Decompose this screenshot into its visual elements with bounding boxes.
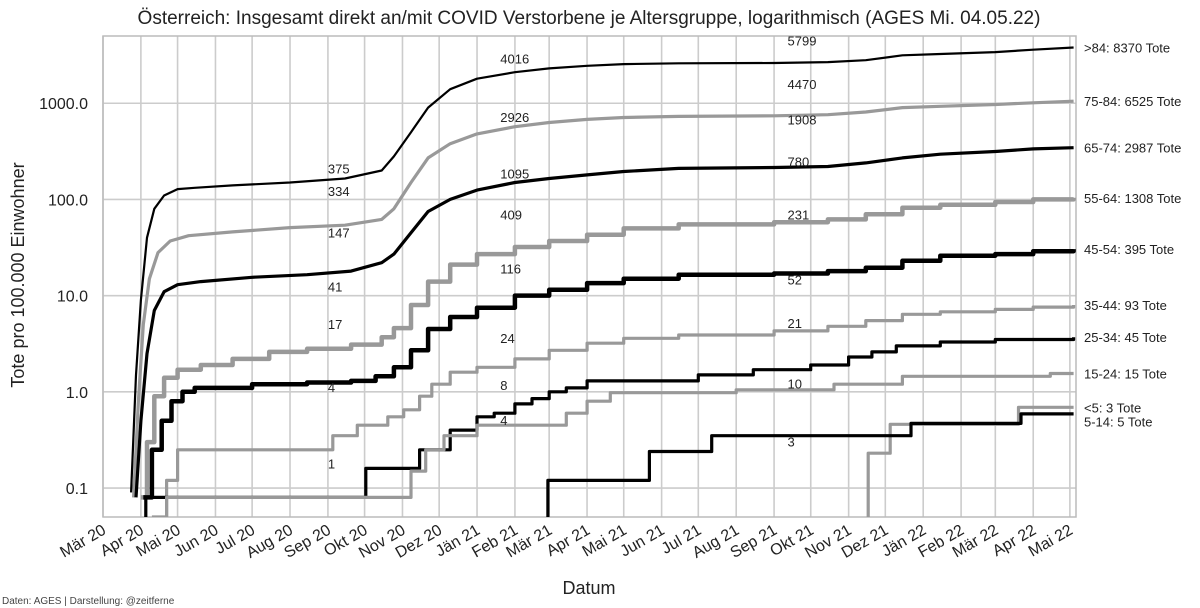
series-layer <box>130 46 1076 517</box>
y-tick-label: 10.0 <box>57 289 88 306</box>
series-end-label: 75-84: 6525 Tote <box>1084 94 1181 109</box>
y-tick-label: 0.1 <box>66 481 88 498</box>
series-line <box>866 405 1074 517</box>
series-line <box>130 46 1074 493</box>
data-label: 8 <box>500 378 507 393</box>
data-label: 375 <box>328 162 350 177</box>
series-line <box>144 337 1076 517</box>
plot-frame <box>102 35 1077 518</box>
series-end-label: 65-74: 2987 Tote <box>1084 141 1181 156</box>
data-label: 4 <box>328 380 335 395</box>
chart-title: Österreich: Insgesamt direkt an/mit COVI… <box>138 8 1041 29</box>
series-line <box>151 305 1076 517</box>
data-label: 334 <box>328 184 350 199</box>
x-axis-label: Datum <box>562 578 615 598</box>
data-label: 4470 <box>788 77 817 92</box>
series-line <box>546 412 1074 517</box>
data-label: 10 <box>788 377 802 392</box>
data-label: 1095 <box>500 167 529 182</box>
series-end-label: 35-44: 93 Tote <box>1084 298 1167 313</box>
series-end-label: <5: 3 Tote <box>1084 400 1141 415</box>
data-label: 4016 <box>500 51 529 66</box>
series-end-label: >84: 8370 Tote <box>1084 40 1170 55</box>
data-label: 3 <box>788 435 795 450</box>
data-label: 147 <box>328 226 350 241</box>
data-label: 780 <box>788 154 810 169</box>
data-label: 2926 <box>500 110 529 125</box>
y-tick-label: 100.0 <box>48 192 88 209</box>
y-tick-label: 1000.0 <box>39 96 88 113</box>
series-end-label: 45-54: 395 Tote <box>1084 242 1174 257</box>
data-label: 52 <box>788 273 802 288</box>
data-label: 24 <box>500 331 514 346</box>
y-axis-label: Tote pro 100.000 Einwohner <box>8 162 28 387</box>
series-end-label: 5-14: 5 Tote <box>1084 414 1152 429</box>
data-label: 5799 <box>788 33 817 48</box>
series-line <box>140 197 1076 500</box>
data-label: 1 <box>328 456 335 471</box>
series-line <box>165 371 1074 517</box>
source-note: Daten: AGES | Darstellung: @zeitferne <box>2 596 175 607</box>
data-label: 1908 <box>788 113 817 128</box>
series-end-label: 55-64: 1308 Tote <box>1084 191 1181 206</box>
data-label: 231 <box>788 207 810 222</box>
data-label: 4 <box>500 413 507 428</box>
series-line <box>143 248 1076 500</box>
data-label: 17 <box>328 317 342 332</box>
data-label: 116 <box>500 261 521 276</box>
data-label: 21 <box>788 316 802 331</box>
data-label: 409 <box>500 207 522 222</box>
data-label-layer: >84: 8370 Tote 375 4016 5799 75-84: 6525 Tot… <box>328 33 1181 471</box>
data-label: 41 <box>328 280 342 295</box>
series-line <box>134 146 1074 498</box>
series-end-label: 15-24: 15 Tote <box>1084 367 1167 382</box>
y-tick-label: 1.0 <box>66 385 88 402</box>
series-line <box>132 99 1074 498</box>
series-end-label: 25-34: 45 Tote <box>1084 330 1167 345</box>
